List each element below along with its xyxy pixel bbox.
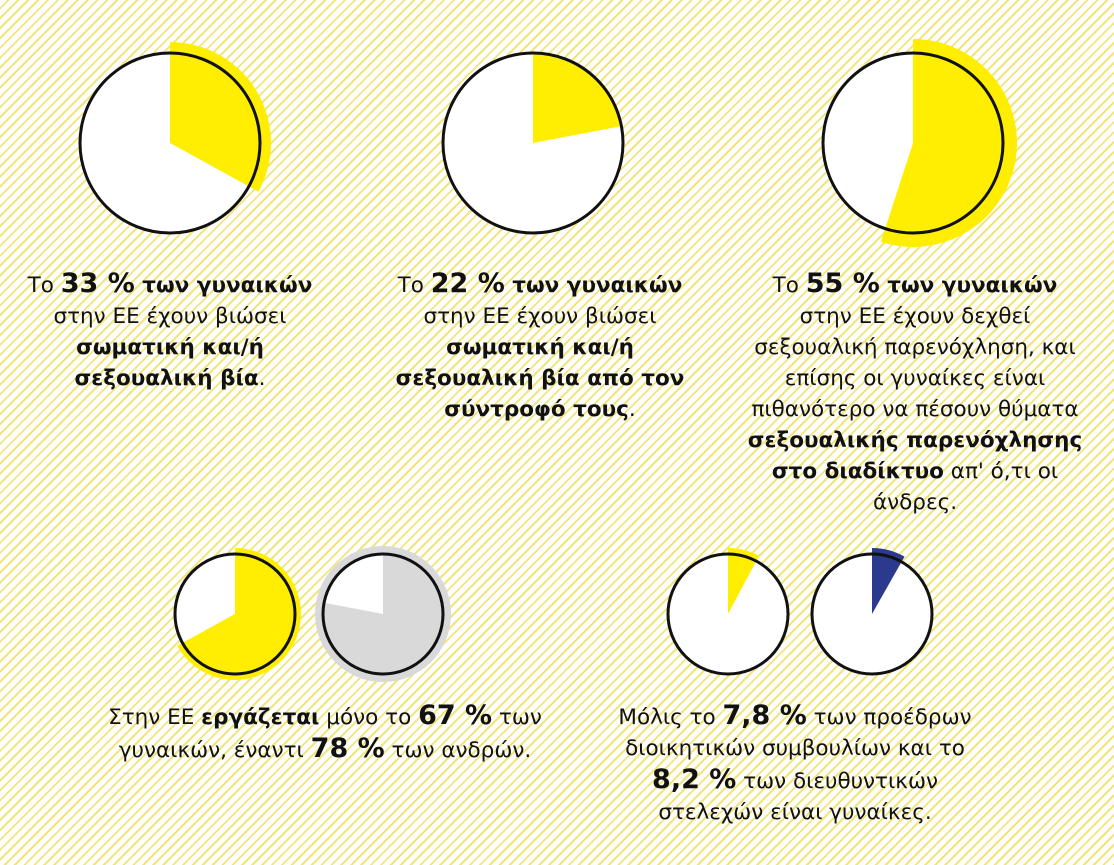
pie-violence-slice — [170, 42, 271, 192]
caption-partner-line-4: σεξουαλική βία από τον — [395, 366, 685, 391]
pie-employment-men — [315, 546, 451, 682]
pie-boards-executives — [810, 548, 934, 676]
pie-boards-executives-slice — [872, 548, 905, 614]
caption-boards-line-4: στελεχών είναι γυναίκες. — [658, 800, 932, 825]
pie-partner-violence-slice — [533, 53, 622, 143]
caption-partner-line-1: Το 22 % των γυναικών — [397, 268, 683, 299]
stat-33-percent: 33 % — [60, 268, 135, 299]
caption-boards-line-2: διοικητικών συμβουλίων και το — [625, 736, 965, 761]
caption-employment: Στην ΕΕ εργάζεται μόνο το 67 % των γυναι… — [95, 700, 555, 766]
caption-harassment-line-4: επίσης οι γυναίκες είναι — [784, 366, 1046, 391]
stat-55-percent: 55 % — [805, 268, 880, 299]
pie-boards-chairs-outline — [666, 552, 790, 676]
caption-partner-line-5: σύντροφό τους. — [444, 397, 636, 422]
caption-harassment-line-8: άνδρες. — [872, 490, 958, 515]
pie-boards-executives-outline — [810, 552, 934, 676]
stat-67-percent: 67 % — [418, 700, 493, 731]
caption-partner-line-3: σωματική και/ή — [446, 335, 634, 360]
caption-violence-line-3: σωματική και/ή — [76, 335, 264, 360]
stat-7-8-percent: 7,8 % — [722, 700, 807, 731]
caption-harassment-line-6: σεξουαλικής παρενόχλησης — [747, 428, 1083, 453]
pie-partner-violence-outline — [441, 51, 625, 235]
caption-violence-line-1: Το 33 % των γυναικών — [27, 268, 313, 299]
pie-harassment — [821, 39, 1017, 247]
pie-employment-men-slice — [317, 548, 449, 681]
caption-harassment-line-7: στο διαδίκτυο απ' ό,τι οι — [771, 459, 1059, 484]
stat-78-percent: 78 % — [310, 733, 385, 764]
pie-boards-chairs — [666, 548, 790, 676]
pie-employment-women-slice — [177, 548, 302, 681]
pie-violence-outline — [78, 51, 262, 235]
caption-violence-line-2: στην ΕΕ έχουν βιώσει — [53, 304, 287, 329]
caption-harassment-line-3: σεξουαλική παρενόχληση, και — [754, 335, 1076, 360]
caption-employment-line-1: Στην ΕΕ εργάζεται μόνο το 67 % των — [108, 700, 542, 731]
caption-boards-line-3: 8,2 % των διευθυντικών — [652, 764, 938, 795]
caption-employment-line-2: γυναικών, έναντι 78 % των ανδρών. — [118, 733, 532, 764]
caption-harassment-line-5: πιθανότερο να πέσουν θύματα — [751, 397, 1079, 422]
caption-partner-violence: Το 22 % των γυναικών στην ΕΕ έχουν βιώσε… — [370, 268, 710, 425]
pie-harassment-outline — [821, 51, 1005, 235]
pie-employment-men-outline — [321, 552, 445, 676]
stat-8-2-percent: 8,2 % — [652, 764, 737, 795]
caption-violence-line-4: σεξουαλική βία. — [74, 366, 266, 391]
caption-boards-line-1: Μόλις το 7,8 % των προέδρων — [618, 700, 972, 731]
pie-employment-women-outline — [173, 552, 297, 676]
pie-partner-violence — [441, 51, 625, 235]
caption-partner-line-2: στην ΕΕ έχουν βιώσει — [423, 304, 657, 329]
pie-boards-chairs-slice — [728, 548, 760, 614]
caption-harassment: Το 55 % των γυναικών στην ΕΕ έχουν δεχθε… — [735, 268, 1095, 518]
caption-harassment-line-2: στην ΕΕ έχουν δεχθεί — [799, 304, 1031, 329]
caption-violence: Το 33 % των γυναικών στην ΕΕ έχουν βιώσε… — [10, 268, 330, 394]
caption-boards: Μόλις το 7,8 % των προέδρων διοικητικών … — [585, 700, 1005, 828]
pie-employment-women — [173, 548, 302, 681]
caption-harassment-line-1: Το 55 % των γυναικών — [772, 268, 1058, 299]
pie-harassment-slice — [880, 39, 1017, 247]
stat-22-percent: 22 % — [430, 268, 505, 299]
pie-violence — [78, 42, 271, 235]
